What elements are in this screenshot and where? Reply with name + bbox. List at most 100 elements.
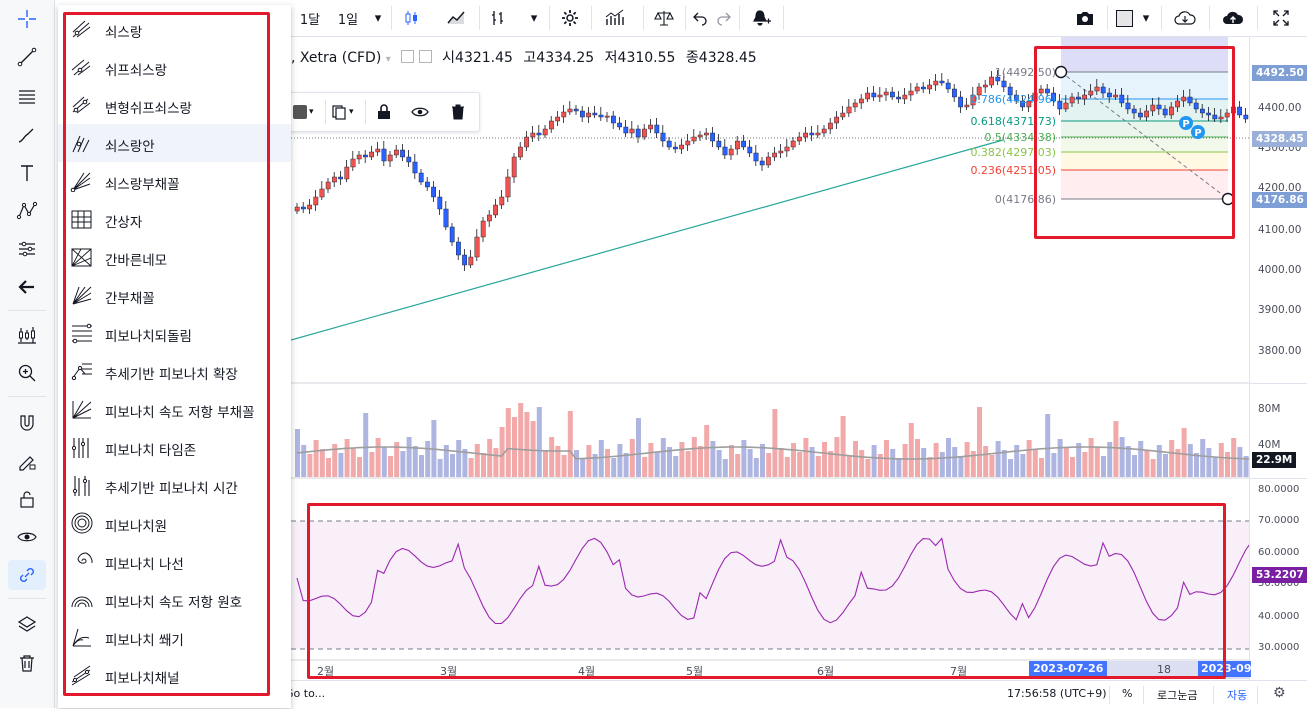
symbol-name[interactable]: , Xetra (CFD): [291, 50, 382, 66]
alert-button[interactable]: [747, 4, 777, 32]
screenshot-button[interactable]: [1069, 4, 1101, 32]
caret-down-icon[interactable]: ▾: [385, 54, 391, 65]
background-color-button[interactable]: [1113, 4, 1135, 32]
menu-item-pitchfan[interactable]: 쇠스랑부채꼴: [58, 162, 291, 200]
menu-item-fib-timezone[interactable]: 피보나치 타임존: [58, 428, 291, 466]
candle-body: [362, 154, 368, 158]
menu-item-fib-circles[interactable]: 피보나치원: [58, 504, 291, 542]
interval-month-button[interactable]: 1달: [299, 12, 321, 28]
text-tool-button[interactable]: [8, 158, 46, 188]
long-position-tool-button[interactable]: [8, 320, 46, 350]
volume-bar: [1032, 449, 1038, 477]
compare-symbols-button[interactable]: [649, 4, 679, 32]
indicators-button[interactable]: [597, 4, 633, 32]
top-toolbar: 1달 1일 ▾ ▾ ▾: [291, 0, 1307, 37]
magnet-button[interactable]: [8, 408, 46, 438]
open-value: 4321.45: [455, 50, 513, 66]
candle-body: [691, 136, 697, 142]
line-color-button[interactable]: ▾: [293, 101, 321, 123]
candle-body: [809, 132, 815, 136]
volume-bar: [1088, 438, 1094, 477]
compare-dropdown[interactable]: ▾: [523, 4, 545, 32]
menu-item-trend-fib-time[interactable]: 추세기반 피보나치 시간: [58, 466, 291, 504]
fib-band: [1061, 137, 1228, 152]
compare-button[interactable]: [483, 4, 513, 32]
zoom-tool-button[interactable]: [8, 358, 46, 388]
trash-icon: [452, 104, 464, 120]
back-button[interactable]: [8, 272, 46, 302]
gear-icon[interactable]: ⚙: [1273, 685, 1286, 701]
legend-eye-icon[interactable]: [401, 50, 415, 63]
menu-item-fib-retracement[interactable]: 피보나치되돌림: [58, 314, 291, 352]
menu-item-inside-pitchfork[interactable]: 쇠스랑안: [58, 124, 291, 162]
settings-button[interactable]: [555, 4, 585, 32]
brush-tool-button[interactable]: [8, 120, 46, 150]
cloud-download-icon: [1174, 11, 1196, 25]
menu-item-pitchfork[interactable]: 쇠스랑: [58, 10, 291, 48]
volume-bar: [1212, 457, 1218, 477]
zoom-in-icon: [18, 364, 36, 382]
price-axis[interactable]: 4400.00 4300.00 4200.00 4100.00 4000.00 …: [1249, 37, 1307, 680]
hide-drawings-button[interactable]: [8, 522, 46, 552]
load-chart-button[interactable]: [1169, 4, 1201, 32]
line-chart-button[interactable]: [441, 4, 471, 32]
interval-dropdown[interactable]: ▾: [367, 4, 389, 32]
trendline-drawing[interactable]: [291, 137, 1249, 341]
menu-item-modified-schiff-pitchfork[interactable]: 변형쉬프쇠스랑: [58, 86, 291, 124]
clone-button[interactable]: ▾: [331, 101, 359, 123]
fib-band: [1061, 99, 1228, 121]
candle-body: [716, 140, 722, 148]
menu-item-trend-fib-extension[interactable]: 추세기반 피보나치 확장: [58, 352, 291, 390]
prediction-tool-button[interactable]: [8, 234, 46, 264]
pitchfan-icon: [70, 170, 94, 193]
menu-item-gann-square[interactable]: 간바른네모: [58, 238, 291, 276]
fib-tools-button[interactable]: [8, 82, 46, 112]
sync-drawings-button[interactable]: [8, 560, 46, 590]
menu-item-gann-box[interactable]: 간상자: [58, 200, 291, 238]
legend-settings-icon[interactable]: [418, 50, 432, 63]
menu-item-fib-speed-arcs[interactable]: 피보나치 속도 저항 원호: [58, 580, 291, 618]
candle-body: [617, 122, 622, 128]
pattern-tool-button[interactable]: [8, 196, 46, 226]
menu-item-fib-spiral[interactable]: 피보나치 나선: [58, 542, 291, 580]
menu-item-fib-speed-fan[interactable]: 피보나치 속도 저항 부채꼴: [58, 390, 291, 428]
candle-body: [1162, 108, 1168, 116]
goto-date-button[interactable]: Go to...: [285, 687, 326, 700]
fullscreen-button[interactable]: [1265, 4, 1297, 32]
hide-drawing-button[interactable]: [409, 101, 431, 123]
scale-icon: [654, 11, 674, 26]
caret-down-icon: ▾: [530, 10, 538, 26]
lock-drawing-button[interactable]: [373, 101, 395, 123]
undo-button[interactable]: [689, 4, 711, 32]
volume-bar: [1001, 450, 1007, 477]
percent-toggle[interactable]: %: [1122, 687, 1133, 700]
delete-drawing-button[interactable]: [447, 101, 469, 123]
auto-scale-toggle[interactable]: 자동: [1227, 689, 1248, 702]
candle-body: [995, 76, 1001, 82]
chart-canvas[interactable]: PP 1(4492.50)0.786(4424.96)0.618(4371.73…: [291, 37, 1249, 680]
volume-bar: [443, 445, 449, 477]
chart-style-button[interactable]: [397, 4, 427, 32]
object-tree-button[interactable]: [8, 610, 46, 640]
lock-drawings-button[interactable]: [8, 484, 46, 514]
candle-body: [648, 124, 653, 130]
background-color-dropdown[interactable]: ▾: [1137, 4, 1155, 32]
clock-label[interactable]: 17:56:58 (UTC+9): [1007, 687, 1107, 700]
crosshair-tool-button[interactable]: [8, 4, 46, 34]
menu-item-gann-fan[interactable]: 간부채꼴: [58, 276, 291, 314]
log-scale-toggle[interactable]: 로그눈금: [1157, 689, 1198, 702]
volume-bar: [1020, 454, 1026, 477]
stay-in-drawing-button[interactable]: [8, 446, 46, 476]
remove-drawings-button[interactable]: [8, 648, 46, 678]
volume-bar: [543, 451, 548, 477]
volume-bar: [952, 447, 958, 477]
redo-button[interactable]: [713, 4, 735, 32]
volume-bar: [580, 459, 586, 477]
interval-day-button[interactable]: 1일: [337, 12, 359, 28]
save-chart-button[interactable]: [1217, 4, 1249, 32]
menu-item-fib-channel[interactable]: 피보나치채널: [58, 656, 291, 694]
menu-item-fib-wedge[interactable]: 피보나치 쐐기: [58, 618, 291, 656]
trendline-tool-button[interactable]: [8, 42, 46, 72]
menu-item-schiff-pitchfork[interactable]: 쉬프쇠스랑: [58, 48, 291, 86]
